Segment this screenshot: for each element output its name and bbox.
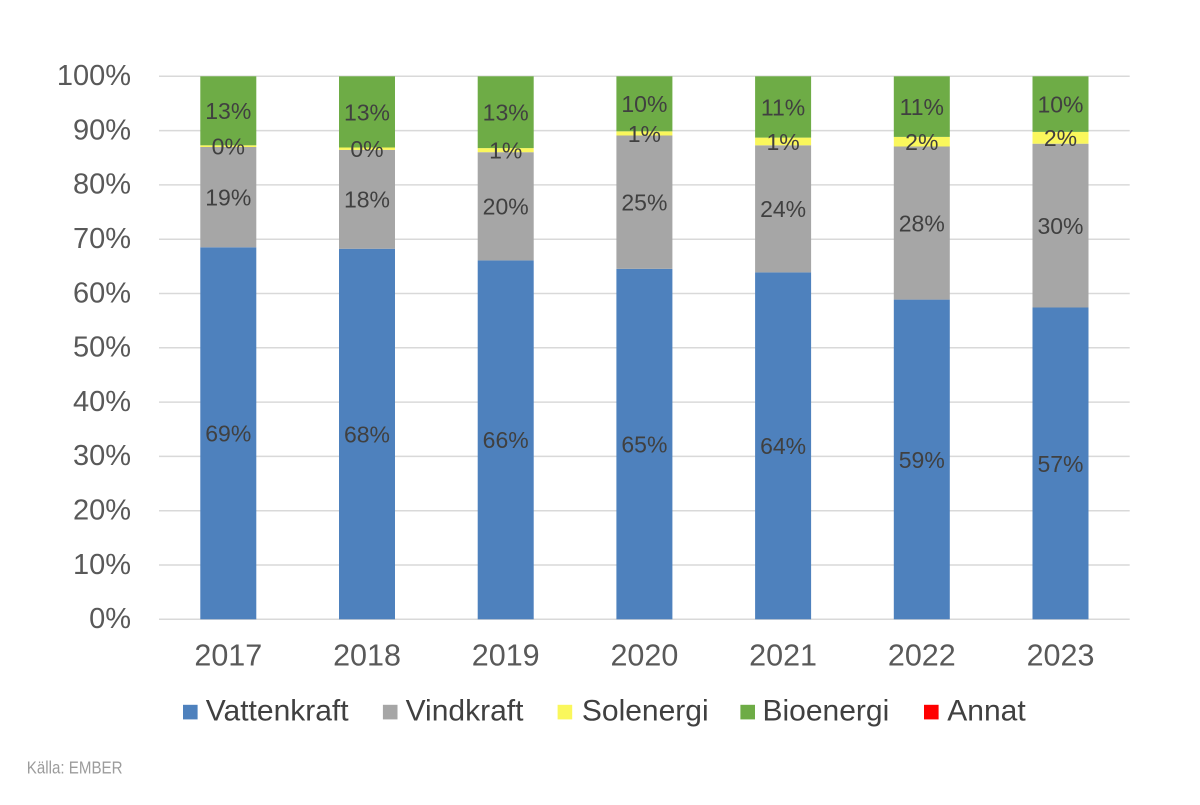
svg-text:0%: 0% (212, 134, 245, 160)
svg-text:0%: 0% (350, 136, 383, 162)
svg-text:90%: 90% (73, 114, 131, 146)
svg-text:Vattenkraft: Vattenkraft (206, 695, 350, 728)
svg-text:50%: 50% (73, 332, 131, 364)
svg-text:40%: 40% (73, 386, 131, 418)
svg-text:Bioenergi: Bioenergi (763, 695, 890, 728)
svg-text:18%: 18% (344, 187, 390, 213)
svg-text:70%: 70% (73, 223, 131, 255)
svg-text:1%: 1% (766, 129, 799, 155)
svg-text:1%: 1% (489, 138, 522, 164)
svg-text:0%: 0% (89, 603, 131, 635)
svg-text:Solenergi: Solenergi (582, 695, 709, 728)
svg-text:2%: 2% (1044, 125, 1077, 151)
svg-text:59%: 59% (899, 447, 945, 473)
svg-text:2%: 2% (905, 129, 938, 155)
svg-text:2018: 2018 (333, 638, 401, 672)
svg-text:57%: 57% (1037, 451, 1083, 477)
svg-text:60%: 60% (73, 277, 131, 309)
svg-text:10%: 10% (1037, 92, 1083, 118)
svg-text:65%: 65% (621, 431, 667, 457)
svg-text:30%: 30% (73, 440, 131, 472)
svg-text:13%: 13% (344, 99, 390, 125)
svg-text:2022: 2022 (888, 638, 956, 672)
svg-text:68%: 68% (344, 421, 390, 447)
svg-text:25%: 25% (621, 190, 667, 216)
svg-text:100%: 100% (57, 60, 131, 92)
svg-text:80%: 80% (73, 169, 131, 201)
svg-text:10%: 10% (73, 549, 131, 581)
svg-text:2023: 2023 (1027, 638, 1095, 672)
svg-text:20%: 20% (483, 194, 529, 220)
svg-text:2020: 2020 (610, 638, 678, 672)
svg-text:2019: 2019 (472, 638, 540, 672)
svg-text:11%: 11% (761, 94, 805, 120)
svg-text:10%: 10% (621, 91, 667, 117)
svg-text:64%: 64% (760, 433, 806, 459)
svg-text:69%: 69% (205, 421, 251, 447)
svg-text:Källa: EMBER: Källa: EMBER (27, 757, 123, 778)
svg-text:11%: 11% (900, 94, 944, 120)
svg-text:24%: 24% (760, 196, 806, 222)
svg-text:Vindkraft: Vindkraft (406, 695, 525, 728)
svg-text:28%: 28% (899, 211, 945, 237)
svg-text:30%: 30% (1037, 213, 1083, 239)
svg-text:13%: 13% (205, 98, 251, 124)
svg-text:20%: 20% (73, 495, 131, 527)
svg-text:13%: 13% (483, 100, 529, 126)
svg-text:2021: 2021 (749, 638, 817, 672)
svg-text:19%: 19% (205, 185, 251, 211)
svg-text:Annat: Annat (947, 695, 1026, 728)
svg-text:1%: 1% (628, 121, 661, 147)
svg-text:2017: 2017 (194, 638, 262, 672)
svg-text:66%: 66% (483, 427, 529, 453)
